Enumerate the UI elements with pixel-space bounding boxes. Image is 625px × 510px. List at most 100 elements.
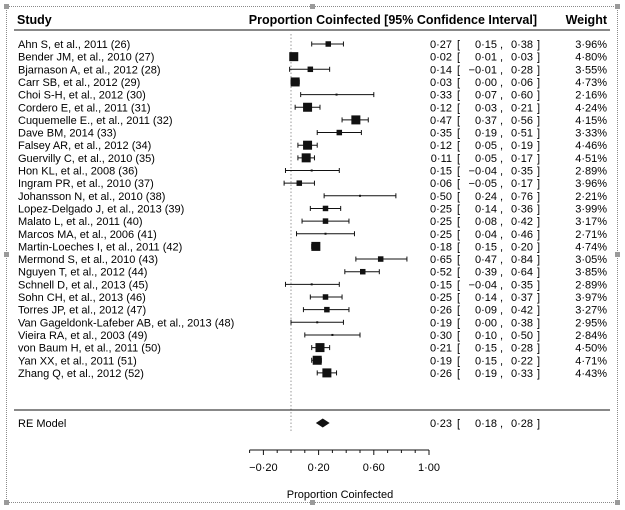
weight-value: 4·73% (575, 77, 607, 89)
estimate-value: 0·26 (430, 368, 452, 380)
ci-separator: , (500, 229, 503, 241)
ci-low-value: −0·05 (469, 178, 497, 190)
ci-low-value: −0·04 (469, 279, 497, 291)
ci-low-value: 0·47 (475, 254, 497, 266)
study-label: Zhang Q, et al., 2012 (52) (18, 368, 144, 380)
weight-value: 3·05% (575, 254, 607, 266)
estimate-value: 0·52 (430, 267, 452, 279)
ci-bracket-open: [ (457, 216, 460, 228)
weight-value: 2·16% (575, 90, 607, 102)
ci-high-value: 0·20 (511, 241, 533, 253)
point-estimate (301, 153, 311, 163)
x-tick-label: 1·00 (418, 462, 440, 474)
ci-bracket-close: ] (537, 128, 540, 140)
study-row: Mermond S, et al., 2010 (43) 0·65 [0·47, 0·… (18, 254, 607, 266)
header-estimate: Proportion Coinfected [95% Confidence In… (249, 13, 537, 27)
estimate-value: 0·15 (430, 279, 452, 291)
point-estimate (324, 232, 327, 235)
ci-high-value: 0·17 (511, 178, 533, 190)
weight-value: 3·85% (575, 267, 607, 279)
point-estimate (377, 256, 384, 262)
selection-handle (615, 252, 620, 257)
point-estimate (310, 283, 313, 286)
estimate-value: 0·19 (430, 317, 452, 329)
point-estimate (351, 115, 361, 125)
selection-handle (310, 500, 315, 505)
ci-high-value: 0·21 (511, 102, 533, 114)
ci-bracket-close: ] (537, 102, 540, 114)
estimate-value: 0·11 (431, 153, 452, 165)
point-estimate (322, 205, 329, 212)
ci-bracket-open: [ (457, 203, 460, 215)
point-estimate (360, 268, 366, 275)
weight-value: 2·95% (575, 317, 607, 329)
ci-bracket-open: [ (457, 52, 460, 64)
point-estimate (322, 218, 329, 224)
ci-separator: , (500, 279, 503, 291)
ci-high-value: 0·38 (511, 317, 533, 329)
ci-low-value: 0·15 (475, 343, 497, 355)
weight-value: 4·80% (575, 52, 607, 64)
ci-bracket-close: ] (537, 166, 540, 178)
ci-bracket-open: [ (457, 279, 460, 291)
ci-separator: , (500, 355, 503, 367)
point-estimate (310, 169, 313, 172)
summary-bracket-open: [ (457, 418, 460, 430)
ci-high-value: 0·17 (511, 153, 533, 165)
summary-separator: , (500, 418, 503, 430)
ci-bracket-close: ] (537, 241, 540, 253)
weight-value: 3·97% (575, 292, 607, 304)
weight-value: 3·99% (575, 203, 607, 215)
study-rows: Ahn S, et al., 2011 (26) 0·27 [0·15, 0·38] 3… (18, 34, 607, 432)
ci-low-value: 0·09 (475, 305, 497, 317)
ci-low-value: 0·00 (475, 77, 497, 89)
weight-value: 2·84% (575, 330, 607, 342)
study-label: Nguyen T, et al., 2012 (44) (18, 267, 147, 279)
study-label: Guervilly C, et al., 2010 (35) (18, 153, 155, 165)
ci-high-value: 0·84 (511, 254, 533, 266)
study-label: Martin-Loeches I, et al., 2011 (42) (18, 241, 182, 253)
study-label: Carr SB, et al., 2012 (29) (18, 77, 140, 89)
estimate-value: 0·12 (430, 102, 452, 114)
ci-separator: , (500, 102, 503, 114)
study-row: Vieira RA, et al., 2003 (49) 0·30 [0·10, 0·… (18, 330, 607, 342)
header-study: Study (17, 13, 52, 27)
selection-handle (4, 252, 9, 257)
weight-value: 3·27% (575, 305, 607, 317)
weight-value: 3·96% (575, 39, 607, 51)
x-tick-label: 0·60 (363, 462, 385, 474)
x-axis: −0·20 0·20 0·60 1·00 (249, 449, 440, 474)
ci-separator: , (500, 140, 503, 152)
ci-bracket-close: ] (537, 229, 540, 241)
point-estimate (312, 355, 322, 365)
study-label: Cuquemelle E., et al., 2011 (32) (18, 115, 173, 127)
study-label: Ahn S, et al., 2011 (26) (18, 39, 130, 51)
ci-low-value: 0·07 (475, 90, 497, 102)
ci-bracket-close: ] (537, 90, 540, 102)
study-label: Ingram PR, et al., 2010 (37) (18, 178, 154, 190)
ci-bracket-open: [ (457, 191, 460, 203)
weight-value: 3·55% (575, 64, 607, 76)
estimate-value: 0·35 (430, 128, 452, 140)
point-estimate (336, 129, 343, 136)
study-label: Cordero E, et al., 2011 (31) (18, 102, 150, 114)
ci-separator: , (500, 52, 503, 64)
ci-low-value: 0·14 (475, 292, 497, 304)
selection-handle (4, 4, 9, 9)
ci-low-value: 0·01 (475, 52, 497, 64)
x-axis-label: Proportion Coinfected (287, 489, 393, 501)
ci-high-value: 0·64 (511, 267, 533, 279)
study-label: Johansson N, et al., 2010 (38) (18, 191, 165, 203)
weight-value: 3·33% (575, 128, 607, 140)
ci-high-value: 0·35 (511, 166, 533, 178)
study-row: Martin-Loeches I, et al., 2011 (42) 0·18 [… (18, 241, 607, 253)
ci-bracket-open: [ (457, 140, 460, 152)
point-estimate (315, 343, 325, 353)
estimate-value: 0·50 (430, 191, 452, 203)
estimate-value: 0·27 (430, 39, 452, 51)
ci-bracket-open: [ (457, 229, 460, 241)
study-label: Mermond S, et al., 2010 (43) (18, 254, 158, 266)
estimate-value: 0·02 (430, 52, 452, 64)
point-estimate (307, 66, 314, 73)
